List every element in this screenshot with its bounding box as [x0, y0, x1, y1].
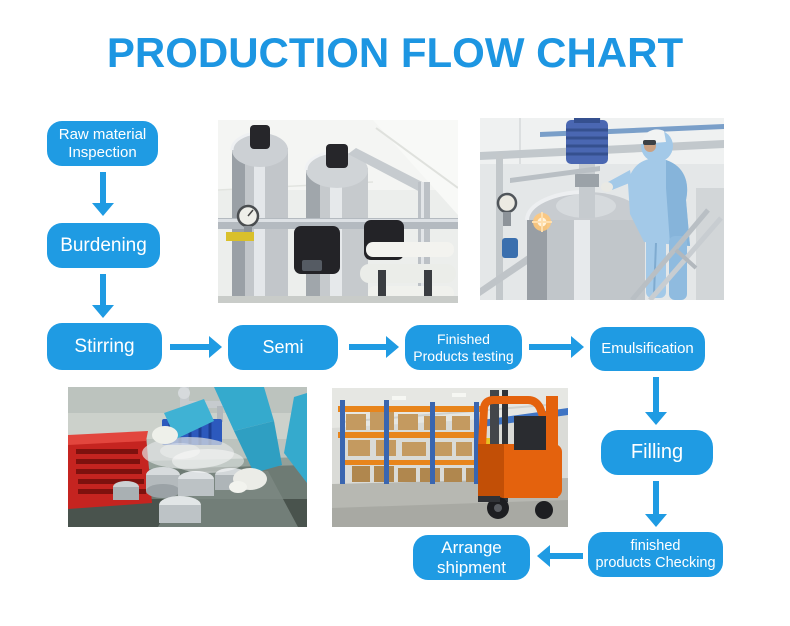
manual-packing-illustration	[68, 387, 307, 527]
water-treatment-equipment-illustration	[218, 120, 458, 303]
flow-node-arrange-shipment: Arrange shipment	[413, 535, 530, 580]
flow-node-raw-material-inspection: Raw material Inspection	[47, 121, 158, 166]
arrow-testing-to-emulsification-icon	[529, 336, 584, 358]
red-basket	[68, 431, 152, 509]
forklift	[478, 390, 562, 519]
flow-node-stirring: Stirring	[47, 323, 162, 370]
warehouse-illustration	[332, 388, 568, 527]
flow-node-finished-products-testing: Finished Products testing	[405, 325, 522, 370]
arrow-semi-to-testing-icon	[349, 336, 399, 358]
mixing-reactor-illustration	[480, 118, 724, 300]
mixing-vessel	[525, 190, 645, 300]
mixing-reactor-worker-photo	[480, 118, 724, 300]
arrow-filling-to-checking-icon	[645, 481, 667, 527]
flow-node-emulsification: Emulsification	[590, 327, 705, 371]
arrow-raw-material-to-burdening-icon	[92, 172, 114, 216]
manual-packing-photo	[68, 387, 307, 527]
warehouse-forklift-photo	[332, 388, 568, 527]
flow-node-semi: Semi	[228, 325, 338, 370]
pallet-rack	[338, 400, 486, 484]
page-title: PRODUCTION FLOW CHART	[106, 29, 684, 76]
arrow-burdening-to-stirring-icon	[92, 274, 114, 318]
arrow-stirring-to-semi-icon	[170, 336, 222, 358]
gloved-arms	[152, 387, 307, 493]
flow-node-burdening: Burdening	[47, 223, 160, 268]
water-treatment-equipment-photo	[218, 120, 458, 303]
arrow-emulsification-to-filling-icon	[645, 377, 667, 425]
reactor-motor	[566, 118, 608, 218]
flow-node-finished-products-checking: finished products Checking	[588, 532, 723, 577]
arrow-checking-to-arrange-shipment-icon	[537, 545, 583, 567]
flow-node-filling: Filling	[601, 430, 713, 475]
